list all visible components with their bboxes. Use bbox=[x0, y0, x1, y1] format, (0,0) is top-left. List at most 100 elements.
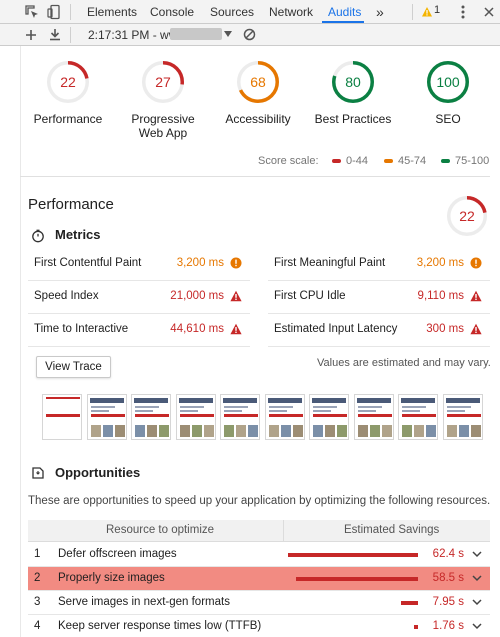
frame-text-line bbox=[90, 406, 115, 408]
gauge-performance[interactable]: 22 Performance bbox=[18, 60, 118, 126]
gauge-label: Performance bbox=[33, 112, 103, 126]
gauge-best-practices[interactable]: 80 Best Practices bbox=[303, 60, 403, 126]
more-tabs-button[interactable]: » bbox=[376, 4, 384, 20]
opportunity-row[interactable]: 4 Keep server response times low (TTFB) 1.… bbox=[28, 615, 490, 637]
download-icon[interactable] bbox=[48, 27, 62, 42]
frame-thumbnail bbox=[236, 425, 246, 437]
opportunity-row[interactable]: 3 Serve images in next-gen formats 7.95 s bbox=[28, 591, 490, 615]
frame-thumbnail bbox=[381, 425, 392, 437]
tab-elements[interactable]: Elements bbox=[87, 5, 138, 19]
frame-thumbnail bbox=[414, 425, 424, 437]
tab-sources[interactable]: Sources bbox=[210, 5, 255, 19]
frame-thumbnail bbox=[90, 425, 101, 437]
score-gauge: 22 bbox=[47, 61, 89, 103]
inspect-element-icon[interactable] bbox=[24, 4, 40, 20]
frame-header-bar bbox=[46, 397, 80, 399]
frame-text-line bbox=[179, 410, 198, 412]
frame-thumbnail bbox=[337, 425, 347, 437]
frame-text-line bbox=[268, 406, 293, 408]
opportunity-number: 1 bbox=[34, 548, 41, 560]
opportunity-title: Serve images in next-gen formats bbox=[58, 596, 230, 608]
opportunities-table-header: Resource to optimize Estimated Savings bbox=[28, 520, 490, 542]
filmstrip-frame bbox=[442, 394, 483, 440]
frame-thumbnail bbox=[426, 425, 436, 437]
gauge-arc bbox=[332, 61, 374, 103]
expand-chevron-icon[interactable] bbox=[472, 622, 482, 630]
metric-speed-index: Speed Index 21,000 ms bbox=[28, 281, 250, 314]
opportunity-row[interactable]: 2 Properly size images 58.5 s bbox=[28, 567, 490, 591]
gauge-progressive-web-app[interactable]: 27 Progressive Web App bbox=[113, 60, 213, 140]
gauge-score: 68 bbox=[250, 74, 266, 90]
frame-thumbnail bbox=[159, 425, 169, 437]
metric-label: First Meaningful Paint bbox=[274, 257, 386, 269]
metrics-heading: Metrics bbox=[55, 227, 101, 242]
opportunity-row[interactable]: 1 Defer offscreen images 62.4 s bbox=[28, 543, 490, 567]
frame-thumbnail bbox=[369, 425, 380, 437]
frame-thumbnail bbox=[402, 425, 412, 437]
scale-dot-average bbox=[384, 159, 393, 164]
frame-thumbnail bbox=[179, 425, 190, 437]
scale-dot-fail bbox=[332, 159, 341, 164]
estimated-savings: 7.95 s bbox=[432, 596, 464, 608]
metric-time-to-interactive: Time to Interactive 44,610 ms bbox=[28, 314, 250, 347]
frame-text-line bbox=[402, 410, 420, 412]
frame-header bbox=[134, 398, 168, 403]
metric-value: 21,000 ms bbox=[170, 290, 224, 302]
frame-red-band bbox=[446, 414, 481, 417]
warning-triangle-icon bbox=[230, 323, 242, 335]
savings-bar bbox=[288, 553, 418, 557]
warning-icon[interactable] bbox=[421, 4, 433, 20]
opportunity-title: Keep server response times low (TTFB) bbox=[58, 620, 262, 632]
device-toolbar-icon[interactable] bbox=[46, 4, 62, 20]
gauge-score: 100 bbox=[436, 74, 460, 90]
estimate-note: Values are estimated and may vary. bbox=[317, 357, 491, 369]
frame-text-line bbox=[179, 406, 204, 408]
frame-text-line bbox=[313, 406, 337, 408]
dropdown-arrow-icon[interactable] bbox=[224, 31, 232, 37]
filmstrip-frame bbox=[42, 394, 82, 440]
frame-thumbnail bbox=[224, 425, 234, 437]
expand-chevron-icon[interactable] bbox=[472, 550, 482, 558]
gauge-seo[interactable]: 100 SEO bbox=[398, 60, 498, 126]
filmstrip-frame bbox=[220, 394, 260, 440]
screenshot-filmstrip bbox=[42, 394, 487, 440]
gauge-accessibility[interactable]: 68 Accessibility bbox=[208, 60, 308, 126]
tab-audits[interactable]: Audits bbox=[328, 5, 362, 19]
redacted-url bbox=[170, 28, 222, 40]
opportunities-description: These are opportunities to speed up your… bbox=[28, 495, 491, 507]
gauge-label: Accessibility bbox=[225, 112, 291, 126]
frame-thumbnail bbox=[203, 425, 214, 437]
clear-icon[interactable] bbox=[243, 28, 256, 41]
savings-bar bbox=[414, 625, 418, 629]
tab-console[interactable]: Console bbox=[150, 5, 195, 19]
metric-first-cpu-idle: First CPU Idle 9,110 ms bbox=[268, 281, 490, 314]
gauge-label: SEO bbox=[435, 112, 461, 126]
score-gauge: 27 bbox=[142, 61, 184, 103]
metric-value: 3,200 ms bbox=[416, 257, 464, 269]
frame-thumbnail bbox=[280, 425, 291, 437]
performance-score-gauge: 22 bbox=[447, 196, 487, 236]
info-average-icon bbox=[470, 257, 482, 269]
opportunity-number: 3 bbox=[34, 596, 41, 608]
estimated-savings: 1.76 s bbox=[432, 620, 464, 632]
score-gauge: 68 bbox=[237, 61, 279, 103]
opportunities-icon bbox=[32, 467, 44, 479]
devtools-tab-bar: Elements Console Sources Network Audits … bbox=[0, 0, 500, 24]
plus-icon[interactable] bbox=[24, 28, 38, 42]
tab-network[interactable]: Network bbox=[269, 5, 314, 19]
gauge-label: Progressive Web App bbox=[131, 112, 195, 140]
report-selector[interactable]: 2:17:31 PM - www. bbox=[88, 28, 189, 42]
frame-thumbnail bbox=[446, 425, 457, 437]
expand-chevron-icon[interactable] bbox=[472, 598, 482, 606]
expand-chevron-icon[interactable] bbox=[472, 574, 482, 582]
close-devtools-icon[interactable] bbox=[482, 4, 496, 20]
metric-label: Speed Index bbox=[34, 290, 99, 302]
view-trace-button[interactable]: View Trace bbox=[36, 356, 111, 378]
warning-count[interactable]: 1 bbox=[434, 4, 441, 16]
opportunity-number: 4 bbox=[34, 620, 41, 632]
warning-triangle-icon bbox=[230, 290, 242, 302]
gauge-arc bbox=[447, 196, 487, 236]
frame-red-band bbox=[313, 414, 347, 417]
frame-text-line bbox=[90, 410, 109, 412]
more-options-icon[interactable] bbox=[455, 4, 471, 20]
